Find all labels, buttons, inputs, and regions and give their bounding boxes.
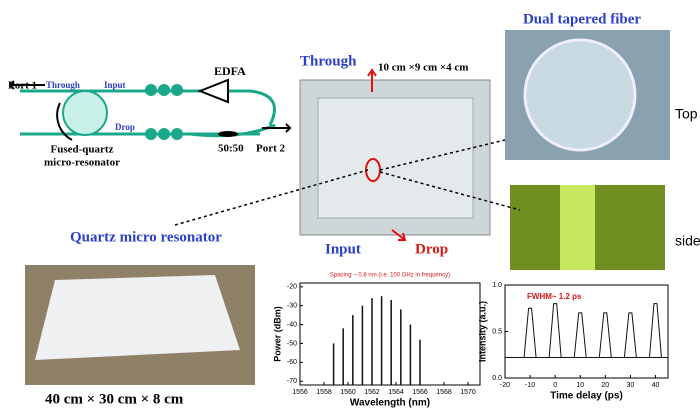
x-tick-label: 1562 <box>364 389 380 396</box>
plot-frame <box>299 282 481 386</box>
label: side <box>675 233 700 249</box>
charts: 1556 1558 1560 1562 1564 1566 1568 1570 -20 -30 -4… <box>272 273 669 409</box>
pulse <box>648 303 662 358</box>
x-tick-label: 30 <box>626 382 634 389</box>
y-tick-label: -60 <box>287 359 297 366</box>
y-tick-label: -40 <box>287 321 297 328</box>
label: EDFA <box>214 64 246 78</box>
x-tick-label: 1556 <box>292 389 308 396</box>
y-tick-label: -30 <box>287 303 297 310</box>
pointer-lines <box>174 139 521 226</box>
x-tick-label: 1558 <box>316 389 332 396</box>
x-tick-label: 1566 <box>412 389 428 396</box>
x-tick-label: 20 <box>601 382 609 389</box>
x-tick-label: -20 <box>500 382 510 389</box>
pulse <box>573 312 587 358</box>
x-tick-label: 1560 <box>340 389 356 396</box>
plot-frame <box>504 284 669 379</box>
photo-detail <box>317 97 474 219</box>
photo-detail <box>523 38 637 152</box>
label: Through <box>46 80 80 90</box>
label: 50:50 <box>218 143 244 155</box>
y-tick-label: -50 <box>287 340 297 347</box>
label: 40 cm × 30 cm × 8 cm <box>45 391 184 407</box>
y-tick-label: 1.0 <box>492 282 502 289</box>
pulse <box>523 307 537 358</box>
photo-detail <box>560 185 595 270</box>
x-tick-label: 1570 <box>460 389 476 396</box>
arrow <box>367 68 377 92</box>
x-axis-label: Wavelength (nm) <box>350 398 430 409</box>
label: Drop <box>415 241 448 257</box>
chart-title: Spacing ~ 0.8 nm (i.e. 100 GHz in freque… <box>330 273 450 279</box>
label: Input <box>104 80 126 90</box>
label: micro-resonator <box>44 157 120 169</box>
label: Input <box>325 241 361 257</box>
x-tick-label: 1568 <box>436 389 452 396</box>
y-tick-label: -20 <box>287 284 297 291</box>
y-axis-label: Power (dBm) <box>272 306 282 362</box>
x-tick-label: 10 <box>576 382 584 389</box>
photo-detail <box>35 275 240 360</box>
label: Dual tapered fiber <box>523 11 641 27</box>
x-axis-label: Time delay (ps) <box>550 391 623 402</box>
pulse <box>598 312 612 358</box>
label: Fused-quartz <box>51 144 114 156</box>
x-tick-label: -10 <box>525 382 535 389</box>
label: Drop <box>115 122 135 132</box>
y-tick-label: 0.5 <box>492 328 502 335</box>
label: Port 1 <box>8 80 37 92</box>
label: 10 cm ×9 cm ×4 cm <box>378 62 468 74</box>
x-tick-label: 40 <box>652 382 660 389</box>
x-tick-label: 0 <box>553 382 557 389</box>
label: Through <box>300 53 357 69</box>
label: Top <box>675 106 698 122</box>
pulse <box>548 303 562 358</box>
label: Quartz micro resonator <box>70 229 222 245</box>
y-tick-label: -70 <box>287 378 297 385</box>
label: Port 2 <box>256 143 286 155</box>
annotation: FWHM~ 1.2 ps <box>527 292 582 301</box>
pulse <box>623 312 637 358</box>
x-tick-label: 1564 <box>388 389 404 396</box>
y-tick-label: 0.0 <box>492 375 502 382</box>
setup-diagram <box>8 78 292 141</box>
y-axis-label: Intensity (a.u.) <box>477 301 487 362</box>
arrow <box>391 229 407 241</box>
